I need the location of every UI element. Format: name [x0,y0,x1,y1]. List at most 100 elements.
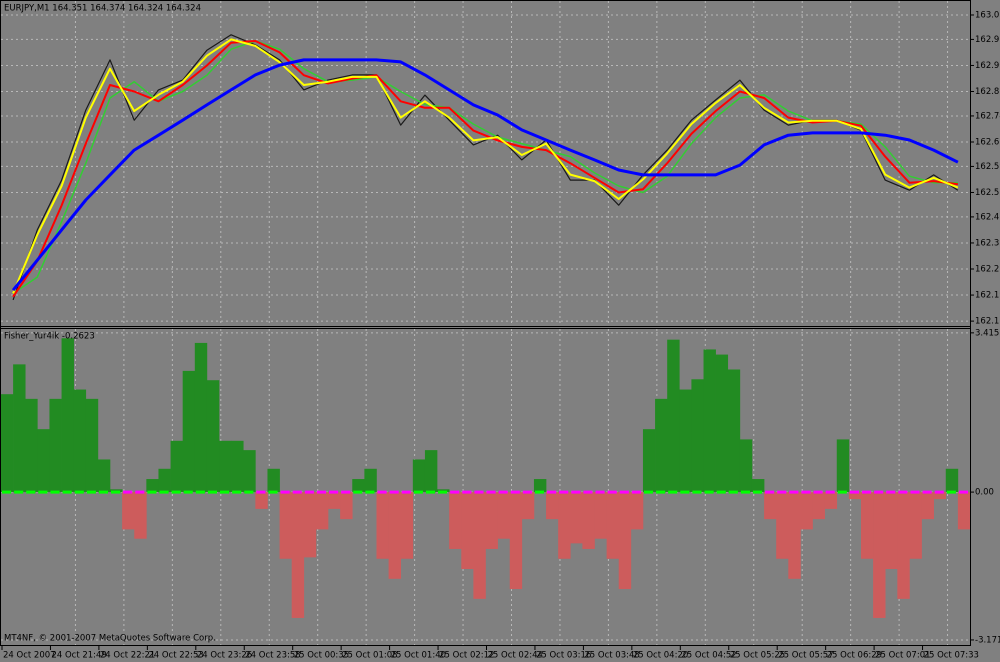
y-tick-label: 162.435 [975,212,1000,222]
signal-dash [825,490,835,494]
x-tick-label: 25 Oct 04:52 [681,651,736,661]
signal-dash [195,490,205,494]
signal-dash [813,490,823,494]
histogram-bar [860,492,874,559]
histogram-bar [146,479,159,493]
signal-dash [111,490,121,494]
y-tick-label: 162.355 [975,238,1000,248]
histogram-bar [897,492,910,599]
y-tick-label: 162.820 [975,87,1000,97]
y-tick-label: 162.665 [975,137,1000,147]
histogram-bar [630,492,644,530]
signal-dash [401,490,411,494]
signal-dash [14,490,24,494]
histogram-bar [364,468,377,493]
x-tick-label: 25 Oct 03:48 [584,651,639,661]
histogram-bar [122,492,135,530]
signal-dash [450,490,460,494]
histogram-bar [255,492,268,509]
text-layer: EURJPY,M1 164.351 164.374 164.324 164.32… [3,4,1000,661]
signal-dash [438,490,448,494]
histogram-bar [49,398,62,493]
histogram-bar [776,492,789,559]
signal-dash [777,490,787,494]
signal-dash [849,490,859,494]
series-line [12,40,958,295]
signal-dash [365,490,375,494]
histogram-bar [836,439,850,493]
signal-dash [171,490,181,494]
histogram-bar [400,492,414,559]
y-tick-label: 162.195 [975,291,1000,301]
y-tick-label: -3.1716 [975,635,1000,645]
signal-dash [922,490,932,494]
signal-dash [389,490,399,494]
x-tick-label: 25 Oct 05:25 [730,651,785,661]
histogram-bar [97,459,111,493]
signal-dash [958,490,968,494]
histogram-bar [412,459,426,493]
histogram-bar [606,492,620,559]
histogram-bar [546,492,559,520]
histogram-bar [945,468,959,493]
signal-dash [474,490,484,494]
signal-dash [898,490,908,494]
histogram-bar [739,439,753,493]
histogram-bar [73,389,87,493]
signal-dash [256,490,266,494]
signal-dash [607,490,617,494]
signal-dash [765,490,775,494]
histogram-bar [642,429,656,493]
x-tick-label: 25 Oct 07:01 [875,651,930,661]
histogram-bar [37,429,50,493]
signal-dash [135,490,145,494]
signal-dash [861,490,872,494]
signal-dash [692,490,702,494]
signal-dash [740,490,750,494]
signal-dash [534,490,545,494]
histogram-bar [376,492,389,559]
histogram-bar [715,354,729,493]
signal-dash [547,490,557,494]
histogram-bar [449,492,462,549]
signal-dash [425,490,436,494]
x-tick-label: 25 Oct 06:29 [827,651,882,661]
signal-dash [571,490,581,494]
histogram-bar [388,492,402,579]
y-tick-label: 162.980 [975,35,1000,45]
x-tick-label: 25 Oct 03:16 [536,651,591,661]
histogram-bar [788,492,801,579]
histogram-bar [824,492,838,509]
mark-layer [1,34,971,618]
histogram-bar [352,479,365,493]
histogram-bar [933,492,947,500]
histogram-bar [485,492,498,549]
histogram-bar [521,492,535,520]
x-tick-label: 24 Oct 2007 [3,651,56,661]
x-tick-label: 25 Oct 01:08 [342,651,397,661]
histogram-bar [667,339,680,493]
signal-dash [595,490,605,494]
histogram-bar [764,492,777,520]
histogram-bar [691,379,704,493]
x-tick-label: 25 Oct 02:44 [488,651,543,661]
histogram-bar [243,450,256,493]
y-tick-label: 162.590 [975,162,1000,172]
histogram-bar [315,492,329,530]
histogram-bar [291,492,305,618]
histogram-bar [533,479,547,493]
histogram-bar [848,492,862,500]
signal-dash [159,490,169,494]
signal-dash [316,490,327,494]
signal-dash [353,490,363,494]
histogram-bar [873,492,886,618]
histogram-bar [13,364,26,493]
histogram-bar [800,492,813,530]
price-title: EURJPY,M1 164.351 164.374 164.324 164.32… [4,4,201,14]
histogram-bar [194,342,208,493]
x-tick-label: 25 Oct 05:57 [778,651,833,661]
signal-dash [268,490,278,494]
signal-dash [837,490,847,494]
